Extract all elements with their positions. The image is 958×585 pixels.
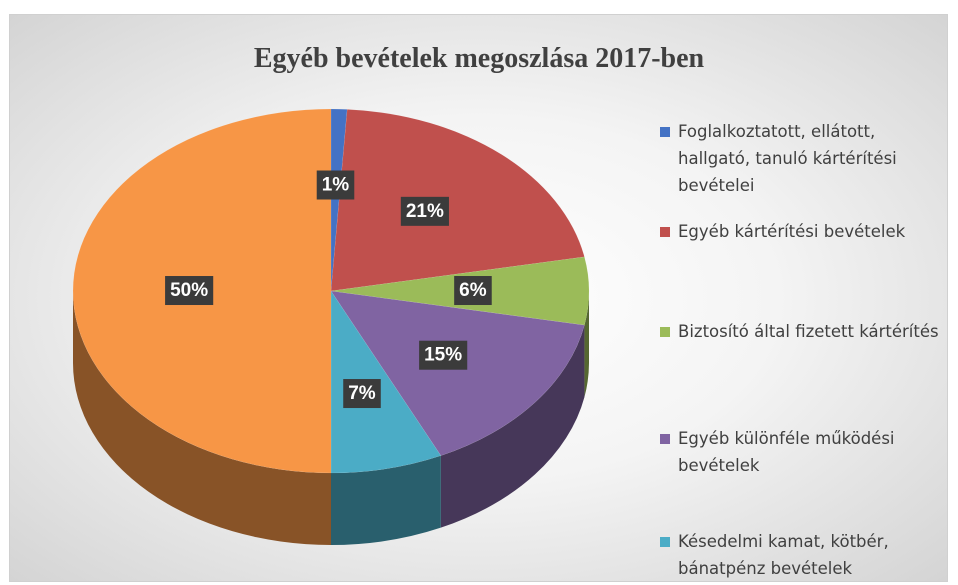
pie-side <box>584 291 589 398</box>
pie-slice <box>330 290 585 456</box>
legend-label: Egyéb különféle működési bevételek <box>678 429 895 475</box>
data-label-group: 15% <box>419 340 468 370</box>
data-label-box <box>316 170 355 200</box>
data-label: 7% <box>348 383 376 404</box>
legend-swatch <box>660 537 670 547</box>
data-label-box <box>454 276 492 306</box>
legend-swatch <box>660 127 670 137</box>
legend-item: Foglalkoztatott, ellátott, hallgató, tan… <box>660 118 945 199</box>
pie-side <box>73 291 331 545</box>
chart: Egyéb bevételek megoszlása 2017-ben 1% 21… <box>9 14 948 582</box>
pie-slice <box>330 108 348 292</box>
legend-label: Biztosító által fizetett kártérítés <box>678 322 939 341</box>
pie-side <box>440 325 585 528</box>
data-label: 1% <box>322 175 350 196</box>
chart-title: Egyéb bevételek megoszlása 2017-ben <box>254 43 705 74</box>
legend-swatch <box>660 227 670 237</box>
legend-item: Késedelmi kamat, kötbér, bánatpénz bevét… <box>660 528 945 581</box>
chart-svg: Egyéb bevételek megoszlása 2017-ben 1% 21… <box>72 43 705 545</box>
data-label-box <box>343 379 381 409</box>
legend-label: Foglalkoztatott, ellátott, hallgató, tan… <box>678 122 897 195</box>
legend-swatch <box>660 434 670 444</box>
pie-slice <box>330 290 442 474</box>
data-label: 50% <box>170 280 208 301</box>
legend-item: Biztosító által fizetett kártérítés <box>660 318 945 345</box>
legend-label: Egyéb kártérítési bevételek <box>678 222 906 241</box>
data-label-group: 21% <box>400 196 449 226</box>
legend-swatch <box>660 327 670 337</box>
data-label-box <box>419 340 468 370</box>
data-label-box <box>400 196 449 226</box>
data-label: 15% <box>424 345 462 366</box>
data-label-box <box>165 276 214 306</box>
legend-item: Egyéb kártérítési bevételek <box>660 218 945 245</box>
legend-label: Késedelmi kamat, kötbér, bánatpénz bevét… <box>678 532 889 578</box>
data-label-group: 50% <box>165 276 214 306</box>
data-label: 21% <box>406 201 444 222</box>
data-label-group: 7% <box>343 379 381 409</box>
data-label-group: 1% <box>316 170 355 200</box>
legend-item: Egyéb különféle működési bevételek <box>660 425 945 479</box>
pie-side <box>331 455 441 545</box>
pie-slice <box>330 109 585 292</box>
data-label: 6% <box>459 280 487 301</box>
data-label-group: 6% <box>454 276 492 306</box>
